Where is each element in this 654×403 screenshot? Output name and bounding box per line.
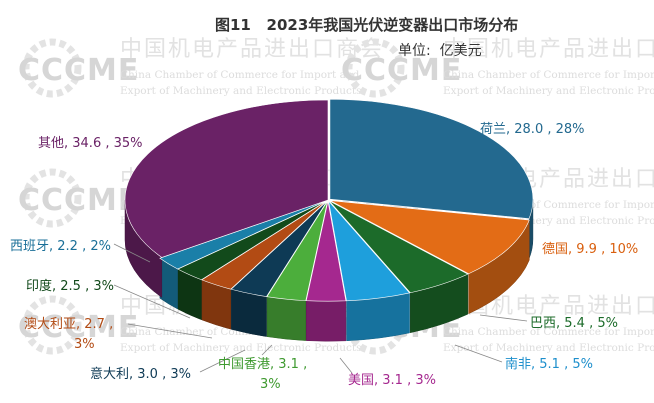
data-label-其他: 其他, 34.6 , 35% bbox=[38, 136, 143, 151]
data-labels: 荷兰, 28.0 , 28% 德国, 9.9 , 10% 巴西, 5.4 , 5% 南… bbox=[10, 122, 638, 392]
data-label-美国: 美国, 3.1 , 3% bbox=[348, 373, 436, 388]
pie-slice-美国 bbox=[305, 201, 347, 302]
pie-slices bbox=[124, 98, 534, 342]
data-label-line: 澳大利亚, 2.7 , bbox=[24, 316, 113, 332]
data-label-line: 南非, 5.1 , 5% bbox=[505, 356, 593, 372]
chart-title: 图11 2023年我国光伏逆变器出口市场分布 bbox=[215, 16, 518, 34]
leader-line-巴西 bbox=[479, 314, 528, 322]
data-label-line: 3% bbox=[74, 337, 95, 352]
watermark-logo: CCCME bbox=[341, 53, 462, 88]
data-label-line: 3% bbox=[260, 377, 281, 392]
watermark-org-en-2: Export of Machinery and Electronic Produ… bbox=[443, 342, 654, 354]
watermark-gear-icon bbox=[22, 295, 82, 355]
leader-line-美国 bbox=[339, 357, 353, 374]
pie-slice-意大利 bbox=[230, 200, 328, 297]
data-label-印度: 印度, 2.5 , 3% bbox=[26, 278, 114, 294]
leader-line-澳大利亚 bbox=[127, 323, 213, 339]
data-label-line: 巴西, 5.4 , 5% bbox=[530, 316, 618, 331]
leader-line-西班牙 bbox=[113, 243, 151, 263]
watermark-org-en-2: Export of Machinery and Electronic Produ… bbox=[120, 85, 362, 97]
leader-lines bbox=[113, 243, 528, 374]
watermark-org-cn: 中国机电产品进出口商会 bbox=[443, 37, 654, 62]
data-label-巴西: 巴西, 5.4 , 5% bbox=[530, 316, 618, 331]
watermark-logo: CCCME bbox=[18, 53, 139, 88]
watermark-org-en-2: Export of Machinery and Electronic Produ… bbox=[120, 342, 362, 354]
watermark-org-en-1: China Chamber of Commerce for Import and bbox=[443, 69, 654, 81]
watermark-org-en-1: China Chamber of Commerce for Import and bbox=[120, 69, 360, 81]
watermark-gear-icon bbox=[22, 168, 82, 228]
unit-label: 单位: 亿美元 bbox=[398, 43, 482, 59]
data-label-line: 德国, 9.9 , 10% bbox=[542, 242, 638, 257]
data-label-line: 意大利, 3.0 , 3% bbox=[90, 366, 191, 382]
pie-slice-中国香港 bbox=[266, 201, 328, 301]
watermark-gear-icon bbox=[345, 38, 405, 98]
data-label-德国: 德国, 9.9 , 10% bbox=[542, 242, 638, 257]
data-label-西班牙: 西班牙, 2.2 , 2% bbox=[10, 239, 111, 254]
data-label-澳大利亚: 澳大利亚, 2.7 , 3% bbox=[24, 316, 113, 352]
data-label-line: 西班牙, 2.2 , 2% bbox=[10, 239, 111, 254]
data-label-意大利: 意大利, 3.0 , 3% bbox=[90, 366, 191, 382]
data-label-line: 荷兰, 28.0 , 28% bbox=[480, 122, 585, 137]
pie-slice-荷兰 bbox=[329, 98, 534, 219]
pie-slice-其他 bbox=[124, 99, 329, 258]
data-label-中国香港: 中国香港, 3.1 , 3% bbox=[218, 357, 307, 392]
pie-tops bbox=[124, 98, 534, 302]
watermark-gear-icon bbox=[22, 38, 82, 98]
watermark-logo: CCCME bbox=[18, 310, 139, 345]
data-label-line: 其他, 34.6 , 35% bbox=[38, 136, 143, 151]
pie-slice-巴西 bbox=[329, 200, 469, 294]
leader-line-中国香港 bbox=[261, 344, 273, 356]
watermark-org-en-2: Export of Machinery and Electronic Produ… bbox=[443, 85, 654, 97]
leader-line-印度 bbox=[113, 284, 191, 319]
pie-side-意大利 bbox=[230, 288, 267, 337]
leader-line-意大利 bbox=[199, 349, 246, 373]
data-label-南非: 南非, 5.1 , 5% bbox=[505, 356, 593, 372]
data-label-荷兰: 荷兰, 28.0 , 28% bbox=[480, 122, 585, 137]
data-label-line: 中国香港, 3.1 , bbox=[218, 357, 307, 372]
watermark-org-en-1: China Chamber of Commerce for Import and bbox=[443, 326, 654, 338]
watermark-logo: CCCME bbox=[18, 183, 139, 218]
data-label-line: 印度, 2.5 , 3% bbox=[26, 278, 114, 294]
watermark-org-cn: 中国机电产品进出口商会 bbox=[120, 37, 384, 62]
pie-slice-德国 bbox=[330, 200, 530, 275]
pie-slice-南非 bbox=[328, 200, 411, 302]
leader-line-南非 bbox=[454, 344, 503, 363]
pie-side-美国 bbox=[305, 300, 347, 342]
data-label-line: 美国, 3.1 , 3% bbox=[348, 373, 436, 388]
pie-side-中国香港 bbox=[266, 296, 307, 341]
pie-slice-西班牙 bbox=[159, 200, 327, 270]
